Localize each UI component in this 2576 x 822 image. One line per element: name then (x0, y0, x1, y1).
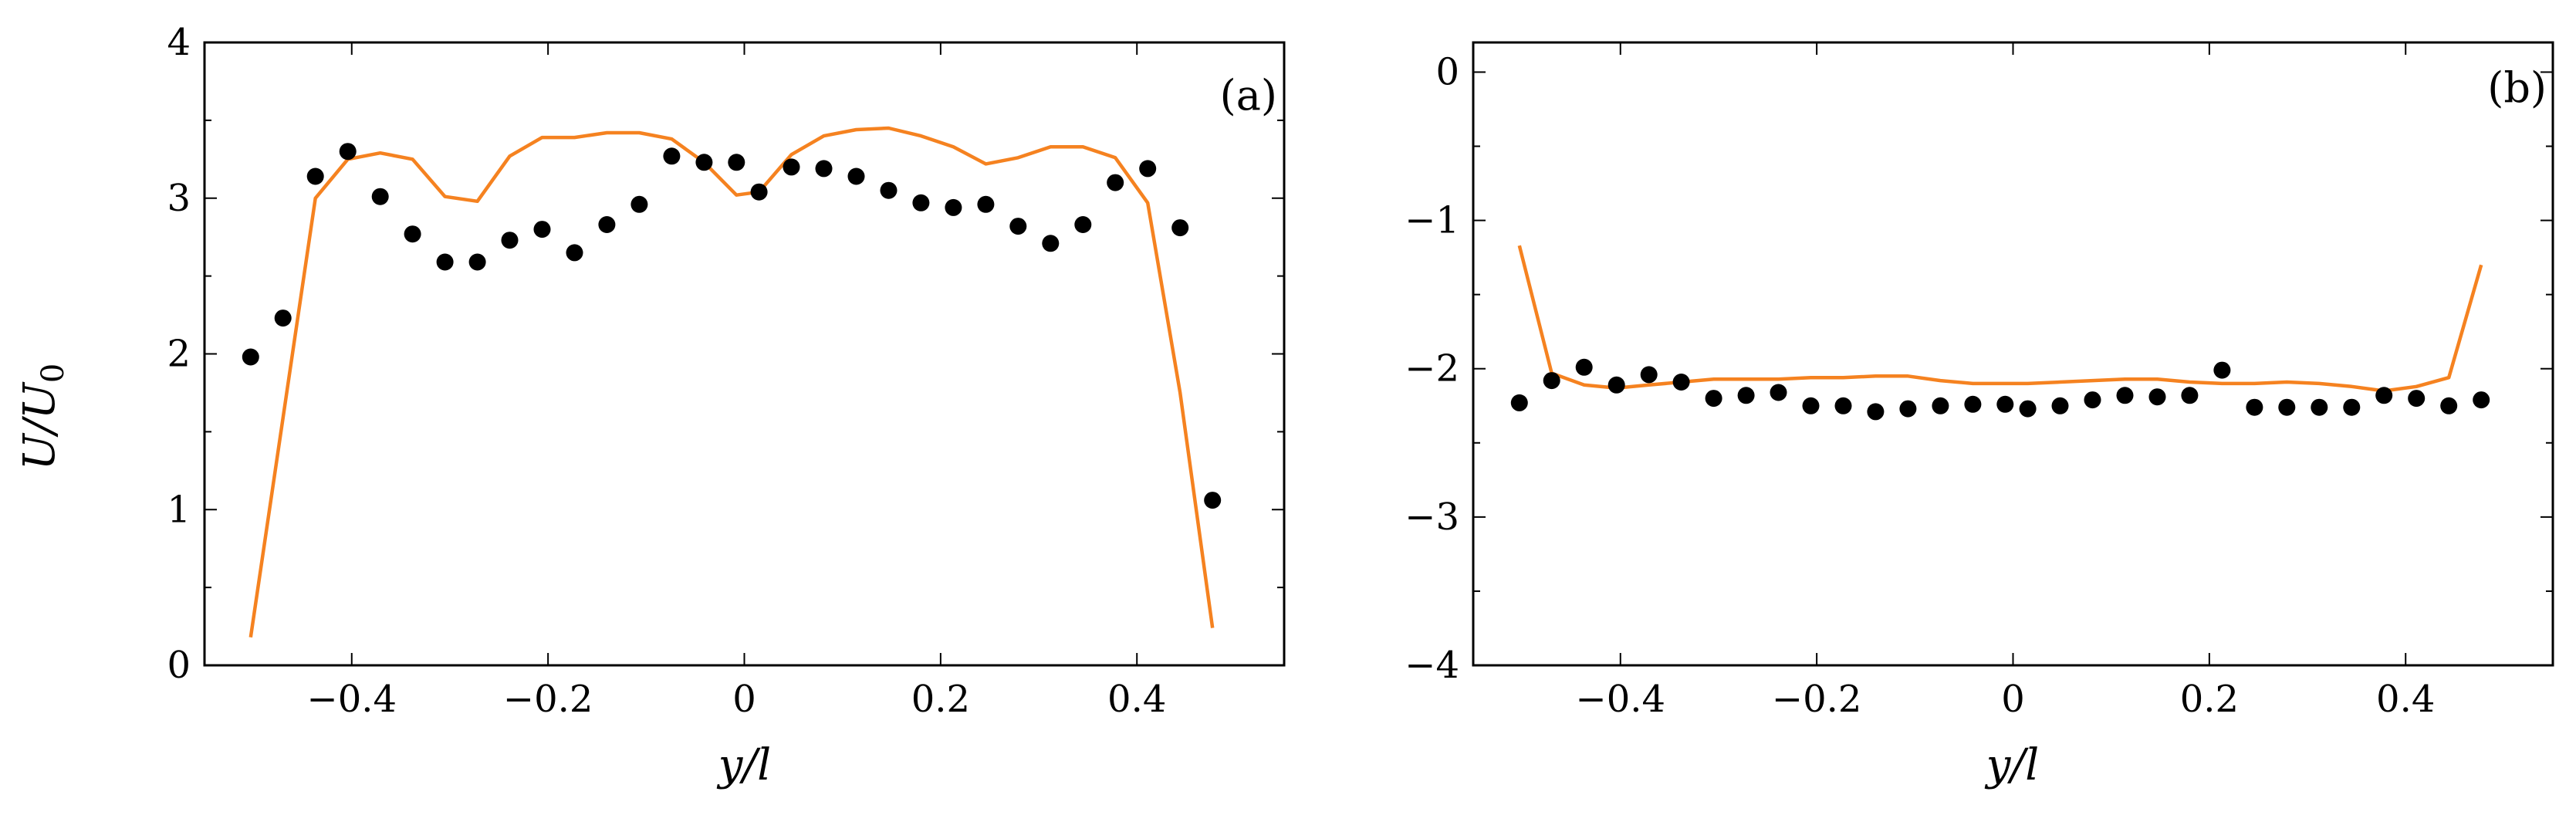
experiment-point-b-19 (2116, 387, 2134, 404)
experiment-point-b-4 (1640, 366, 1658, 384)
panel-label-b: (b) (2487, 63, 2547, 112)
experiment-point-a-16 (750, 183, 768, 201)
y-tick-label-a-1: 1 (167, 488, 191, 531)
experiment-point-a-15 (728, 154, 745, 171)
simulation-line-a (248, 126, 1215, 638)
experiment-point-b-22 (2213, 361, 2231, 379)
experiment-point-a-29 (1171, 219, 1189, 237)
experiment-point-b-28 (2408, 390, 2426, 408)
experiment-point-b-20 (2148, 388, 2166, 406)
experiment-point-a-26 (1074, 216, 1092, 233)
experiment-point-b-1 (1543, 372, 1560, 390)
experiment-point-b-25 (2311, 398, 2328, 416)
experiment-point-b-16 (2019, 400, 2037, 418)
panel-a: −0.4 −0.2 0 0.2 0.4 0 1 2 3 4 (a) y/l (167, 21, 1286, 790)
experiment-point-b-11 (1867, 403, 1885, 421)
experiment-point-a-5 (404, 225, 421, 243)
experiment-point-a-14 (695, 154, 713, 171)
y-axis-label: U/U0 (15, 364, 71, 471)
panel-b: −0.4 −0.2 0 0.2 0.4 −4 −3 −2 −1 0 (b) y/l (1405, 41, 2554, 790)
experiment-point-a-8 (501, 232, 519, 249)
plot-frame-b (1472, 41, 2554, 667)
experiment-point-a-0 (242, 348, 259, 366)
experiment-point-a-21 (912, 194, 930, 211)
experiment-point-a-27 (1107, 174, 1124, 191)
experiment-point-a-20 (880, 181, 898, 199)
x-tick-label-a-3: 0.2 (911, 678, 970, 721)
x-tick-label-b-1: −0.2 (1772, 678, 1862, 721)
y-tick-label-a-3: 3 (167, 177, 191, 220)
experiment-point-b-2 (1575, 358, 1593, 376)
x-tick-label-a-1: −0.2 (503, 678, 593, 721)
x-tick-label-a-4: 0.4 (1107, 678, 1166, 721)
experiment-point-b-29 (2440, 397, 2458, 414)
experiment-point-a-7 (468, 253, 486, 271)
simulation-line-b (1517, 245, 2483, 393)
experiment-point-a-4 (371, 188, 389, 205)
experiment-point-b-24 (2278, 398, 2296, 416)
x-tick-label-b-2: 0 (2001, 678, 2025, 721)
experiment-point-b-7 (1737, 387, 1755, 404)
experiment-point-a-17 (783, 158, 800, 176)
y-tick-label-a-4: 4 (167, 21, 191, 64)
experiment-point-a-30 (1204, 492, 1222, 509)
y-tick-label-b-0: −4 (1405, 644, 1459, 687)
y-tick-label-b-1: −3 (1405, 496, 1459, 539)
x-tick-label-a-2: 0 (732, 678, 756, 721)
experiment-point-b-5 (1672, 374, 1690, 391)
experiment-point-a-13 (663, 147, 681, 165)
x-tick-label-a-0: −0.4 (306, 678, 397, 721)
y-tick-label-b-2: −2 (1405, 347, 1459, 391)
experiment-point-b-15 (1996, 395, 2014, 413)
y-tick-label-b-4: 0 (1435, 50, 1459, 93)
experiment-point-a-22 (945, 198, 962, 216)
experiment-point-b-12 (1899, 400, 1917, 418)
experiment-point-a-18 (815, 160, 833, 178)
y-tick-label-a-2: 2 (167, 333, 191, 376)
x-tick-label-b-3: 0.2 (2180, 678, 2239, 721)
experiment-point-b-23 (2246, 398, 2263, 416)
experiment-point-b-30 (2473, 391, 2490, 409)
experiment-point-b-3 (1607, 376, 1625, 394)
experiment-point-b-13 (1932, 397, 1949, 414)
plot-frame-a (203, 41, 1286, 667)
experiment-point-a-24 (1009, 218, 1027, 235)
experiment-point-b-18 (2084, 391, 2101, 409)
y-axis-label-subscript: 0 (35, 364, 71, 383)
y-tick-label-a-0: 0 (167, 644, 191, 687)
experiment-point-a-9 (533, 221, 551, 238)
experiment-point-a-23 (977, 195, 995, 213)
experiment-point-b-27 (2375, 387, 2393, 404)
experiment-point-a-2 (306, 167, 324, 185)
experiment-point-b-21 (2181, 387, 2199, 404)
x-tick-label-b-0: −0.4 (1575, 678, 1665, 721)
experiment-point-a-12 (630, 195, 648, 213)
experiment-point-a-3 (339, 143, 357, 161)
experiment-point-b-17 (2051, 397, 2069, 414)
experiment-point-b-9 (1802, 397, 1820, 414)
x-tick-label-b-4: 0.4 (2376, 678, 2435, 721)
experiment-point-b-10 (1834, 397, 1852, 414)
experiment-point-a-6 (436, 253, 454, 271)
experiment-point-b-0 (1510, 394, 1528, 411)
x-axis-label-b: y/l (1984, 740, 2039, 790)
experiment-point-a-1 (274, 310, 292, 327)
experiment-point-b-6 (1705, 390, 1722, 408)
experiment-point-a-10 (566, 244, 583, 262)
experiment-point-a-28 (1139, 160, 1157, 178)
panel-label-a: (a) (1220, 71, 1277, 120)
experiment-point-a-19 (847, 167, 865, 185)
x-axis-label-a: y/l (716, 740, 771, 790)
experiment-point-a-25 (1042, 235, 1060, 252)
y-tick-label-b-3: −1 (1405, 199, 1459, 242)
experiment-point-a-11 (598, 216, 616, 233)
experiment-point-b-8 (1770, 384, 1787, 401)
experiment-point-b-26 (2343, 398, 2361, 416)
experiment-point-b-14 (1964, 395, 1982, 413)
